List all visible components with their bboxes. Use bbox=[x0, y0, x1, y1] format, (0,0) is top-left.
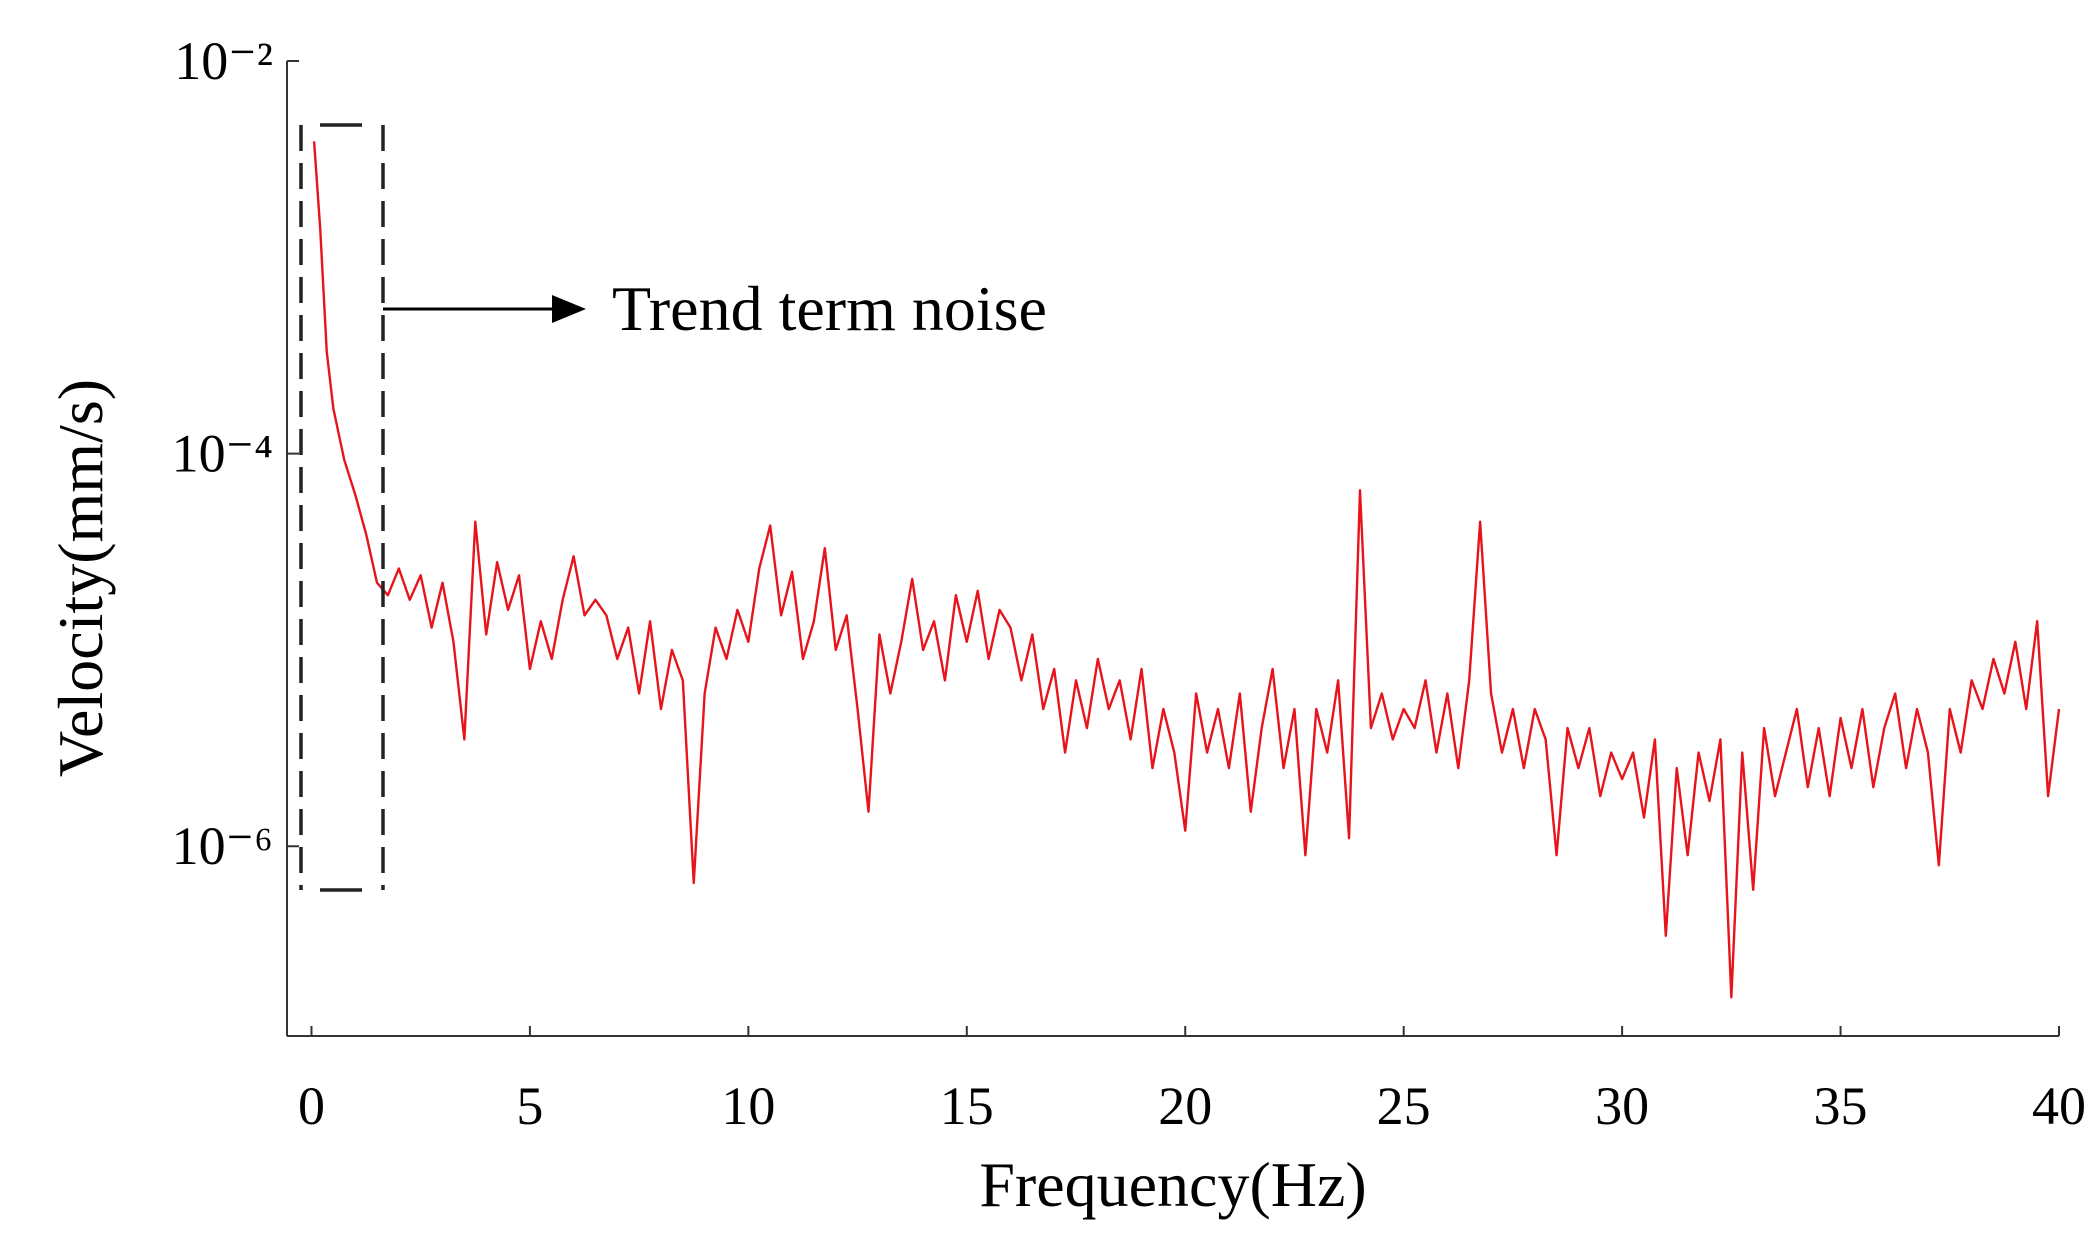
axes: 0 5 10 15 20 25 30 35 40 10⁻⁶ 10⁻⁴ 10⁻² bbox=[172, 31, 2086, 1136]
arrow-head bbox=[552, 295, 586, 323]
data-line bbox=[312, 141, 2061, 999]
annotation-box bbox=[299, 123, 385, 892]
x-tick-label: 30 bbox=[1595, 1076, 1649, 1136]
y-tick-label: 10⁻⁶ bbox=[172, 816, 273, 876]
x-tick-label: 40 bbox=[2032, 1076, 2086, 1136]
x-tick-label: 0 bbox=[298, 1076, 325, 1136]
x-axis-label: Frequency(Hz) bbox=[979, 1149, 1366, 1220]
x-tick-label: 15 bbox=[940, 1076, 994, 1136]
x-tick-label: 5 bbox=[516, 1076, 543, 1136]
y-tick-label: 10⁻⁴ bbox=[172, 424, 273, 484]
annotation-text: Trend term noise bbox=[612, 273, 1047, 344]
x-tick-label: 10 bbox=[721, 1076, 775, 1136]
x-tick-label: 35 bbox=[1814, 1076, 1868, 1136]
x-tick-label: 20 bbox=[1158, 1076, 1212, 1136]
y-axis-label: Velocity(mm/s) bbox=[45, 379, 116, 777]
plot-area bbox=[312, 141, 2061, 999]
x-tick-label: 25 bbox=[1377, 1076, 1431, 1136]
y-tick-label: 10⁻² bbox=[174, 31, 273, 91]
